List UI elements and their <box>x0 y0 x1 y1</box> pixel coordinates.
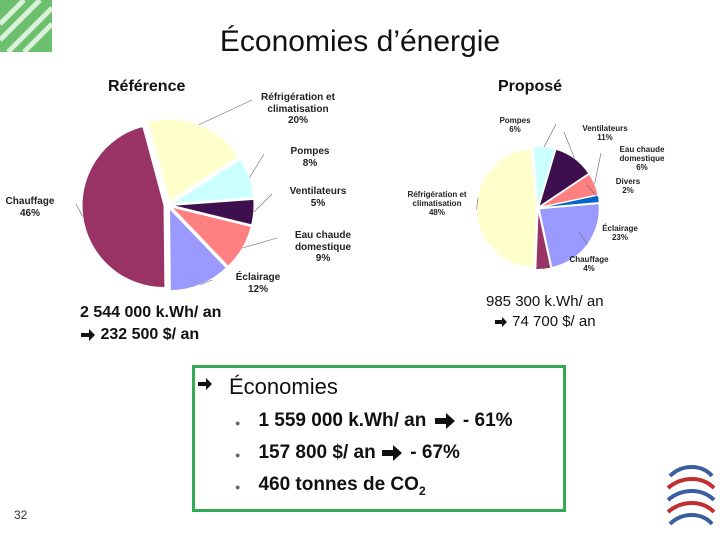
savings-item: ● 157 800 $/ an - 67% <box>235 442 460 463</box>
item-result: - 67% <box>410 442 460 463</box>
summary-line: 74 700 $/ an <box>486 312 604 332</box>
slice-label: Eau chaude domestique 6% <box>597 145 687 173</box>
slide-title: Économies d’énergie <box>219 25 501 58</box>
slice-label: Éclairage 12% <box>208 272 308 295</box>
summary-line: 2 544 000 k.Wh/ an <box>80 304 222 321</box>
slice-label: Eau chaude domestique 9% <box>273 230 373 265</box>
pie-charts <box>75 99 602 292</box>
arrow-icon <box>381 444 402 461</box>
leader-line <box>563 131 575 159</box>
slice-value: 48% <box>428 208 445 218</box>
leader-line <box>253 193 273 213</box>
slice-label: Chauffage 4% <box>544 255 634 273</box>
pie-slice <box>171 158 255 205</box>
leader-line <box>75 203 84 217</box>
slice-label: Ventilateurs 11% <box>560 124 650 142</box>
slice-value: 8% <box>302 157 318 169</box>
slice-name: Eau chaude domestique <box>619 145 665 164</box>
slice-label: Divers 2% <box>583 177 673 195</box>
page-number: 32 <box>14 508 28 522</box>
slice-label: Éclairage 23% <box>575 224 665 242</box>
slice-value: 4% <box>583 264 595 274</box>
slice-label: Réfrigération et climatisation 48% <box>392 190 482 218</box>
slice-name: Chauffage <box>5 196 55 207</box>
bottom-logo <box>666 465 716 526</box>
slice-name: Pompes <box>499 116 531 125</box>
slice-value: 9% <box>315 253 331 264</box>
chart-title: Référence <box>108 78 186 95</box>
savings-heading: Économies <box>229 374 338 399</box>
leader-line <box>543 262 549 270</box>
slice-label: Pompes 6% <box>470 116 560 134</box>
slice-name: Éclairage <box>602 224 638 233</box>
item-text: 1 559 000 k.Wh/ an <box>258 410 427 431</box>
pie-slice <box>476 147 538 269</box>
slice-value: 2% <box>622 186 634 196</box>
leader-line <box>543 123 557 147</box>
leader-line <box>200 279 213 285</box>
slice-value: 12% <box>247 283 268 295</box>
slice-value: 6% <box>509 125 521 135</box>
leader-line <box>242 237 278 249</box>
pie-slice <box>81 125 166 289</box>
slice-value: 6% <box>636 163 648 173</box>
slice-value: 11% <box>597 133 613 143</box>
slice-name: Éclairage <box>235 272 281 283</box>
arrow-icon <box>434 412 455 429</box>
slice-name: Pompes <box>290 146 330 157</box>
slice-value: 46% <box>19 207 40 219</box>
leader-line <box>578 231 588 245</box>
slice-name: Ventilateurs <box>289 186 347 197</box>
item-result: - 61% <box>462 410 513 431</box>
slice-value: 23% <box>611 233 628 243</box>
slice-label: Chauffage 46% <box>0 196 80 219</box>
summary-text: 74 700 $/ an <box>512 313 596 330</box>
savings-list: ● 1 559 000 k.Wh/ an - 61% ● 157 800 $/ an… <box>205 406 513 506</box>
summary-line: 232 500 $/ an <box>80 324 221 346</box>
leader-line <box>198 99 253 125</box>
slice-name: Chauffage <box>569 255 609 264</box>
item-text: 460 tonnes de CO <box>258 474 419 495</box>
item-text: 157 800 $/ an <box>258 442 376 463</box>
slice-name: Réfrigération et climatisation <box>261 92 335 115</box>
slice-name: Réfrigération et climatisation <box>407 190 467 209</box>
arrow-icon <box>494 317 507 328</box>
leader-line <box>586 184 600 199</box>
leader-line <box>594 152 602 185</box>
slice-label: Pompes 8% <box>260 146 360 169</box>
slice-label: Réfrigération et climatisation 20% <box>248 92 348 127</box>
leader-line <box>249 153 265 178</box>
slice-name: Divers <box>615 177 641 186</box>
leader-line <box>476 197 479 210</box>
summary-line: 985 300 k.Wh/ an <box>486 293 604 310</box>
savings-item: ● 460 tonnes de CO2 <box>235 474 426 498</box>
savings-item: ● 1 559 000 k.Wh/ an - 61% <box>235 410 513 431</box>
item-subscript: 2 <box>418 483 426 498</box>
reference-summary: 2 544 000 k.Wh/ an 232 500 $/ an <box>80 302 221 346</box>
pie-slice <box>168 207 227 292</box>
slice-label: Ventilateurs 5% <box>268 186 368 209</box>
chart-title: Proposé <box>498 78 563 95</box>
slice-value: 20% <box>287 115 308 126</box>
savings-box: Économies ● 1 559 000 k.Wh/ an - 61% ● 157… <box>192 365 566 512</box>
arrow-icon <box>81 328 95 341</box>
slice-value: 5% <box>310 197 326 209</box>
pie-slice <box>169 206 252 267</box>
pie-slice <box>147 118 239 203</box>
corner-logo <box>0 0 52 52</box>
summary-text: 232 500 $/ an <box>100 326 200 343</box>
pie-slice <box>535 209 552 270</box>
proposed-summary: 985 300 k.Wh/ an 74 700 $/ an <box>486 292 604 332</box>
pie-slice <box>538 148 590 208</box>
slice-name: Eau chaude domestique <box>294 230 352 253</box>
arrow-icon <box>198 378 212 390</box>
slice-name: Ventilateurs <box>582 124 628 133</box>
